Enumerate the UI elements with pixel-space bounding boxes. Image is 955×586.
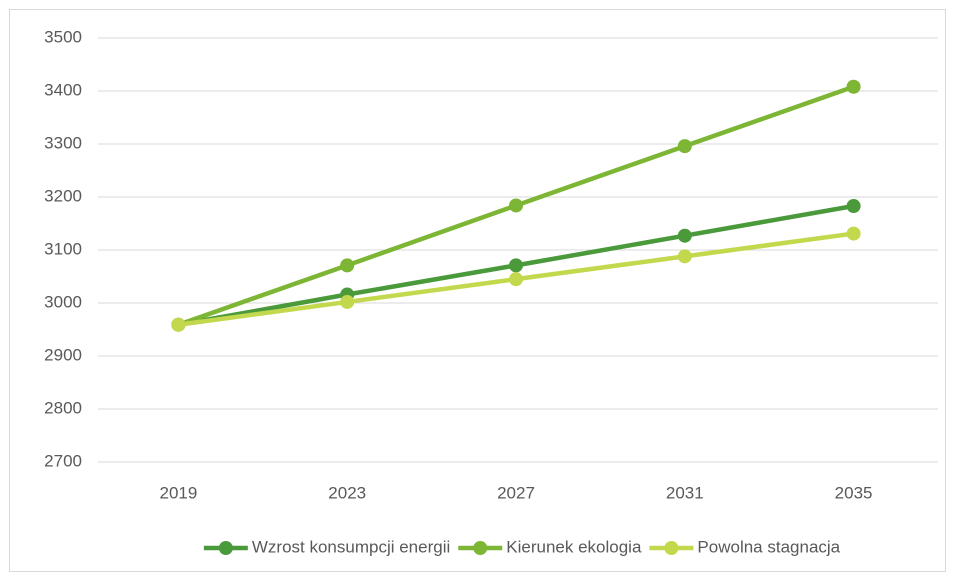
data-point: [340, 258, 355, 273]
data-point: [677, 249, 692, 264]
x-tick-label: 2035: [835, 483, 873, 502]
data-point: [846, 226, 861, 241]
y-tick-label: 2700: [44, 451, 82, 470]
data-point: [846, 199, 861, 214]
y-tick-label: 3100: [44, 239, 82, 258]
data-point: [509, 258, 523, 273]
legend-label: Powolna stagnacja: [697, 537, 840, 556]
data-point: [677, 139, 692, 154]
y-tick-label: 3500: [44, 27, 82, 46]
x-tick-label: 2027: [497, 483, 535, 502]
legend-item: Kierunek ekologia: [458, 537, 642, 556]
data-point: [509, 198, 523, 213]
legend-marker: [218, 541, 233, 555]
x-tick-label: 2019: [159, 483, 197, 502]
x-tick-label: 2023: [328, 483, 366, 502]
data-point: [509, 272, 523, 287]
legend-item: Wzrost konsumpcji energii: [203, 537, 450, 556]
data-point: [340, 294, 355, 309]
x-tick-label: 2031: [666, 483, 704, 502]
data-point: [677, 228, 692, 243]
y-tick-label: 3200: [44, 186, 82, 205]
chart-border: [9, 9, 946, 572]
y-tick-label: 3400: [44, 80, 82, 99]
legend-marker: [664, 541, 679, 555]
legend-label: Wzrost konsumpcji energii: [252, 537, 450, 556]
y-tick-label: 2900: [44, 345, 82, 364]
legend-label: Kierunek ekologia: [506, 537, 642, 556]
y-tick-label: 2800: [44, 398, 82, 417]
y-tick-label: 3000: [44, 292, 82, 311]
data-point: [846, 79, 861, 94]
legend-marker: [473, 541, 488, 555]
legend-item: Powolna stagnacja: [649, 537, 841, 556]
y-tick-label: 3300: [44, 133, 82, 152]
data-point: [171, 317, 186, 332]
